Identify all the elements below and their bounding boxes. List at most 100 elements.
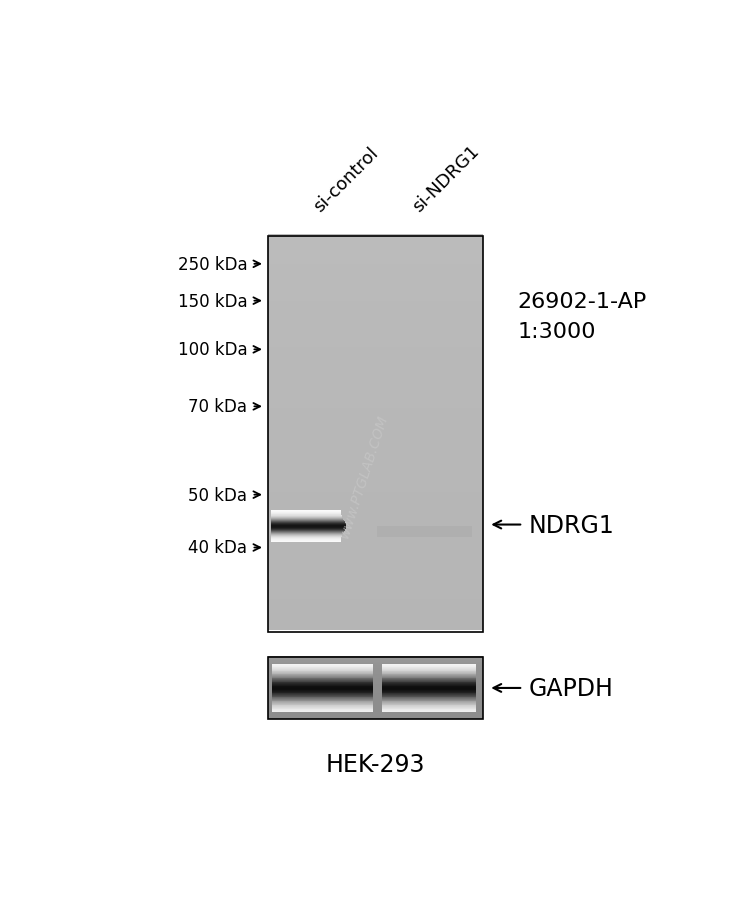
Bar bbox=[268, 347, 482, 350]
Bar bbox=[268, 367, 482, 369]
Bar bbox=[268, 383, 482, 385]
Bar bbox=[268, 419, 482, 421]
Bar bbox=[268, 589, 482, 591]
Bar bbox=[268, 289, 482, 290]
Bar bbox=[268, 395, 482, 397]
Bar bbox=[268, 445, 482, 446]
Bar bbox=[268, 355, 482, 357]
Bar bbox=[268, 591, 482, 593]
Bar bbox=[268, 474, 482, 476]
Bar bbox=[268, 486, 482, 488]
Bar bbox=[268, 300, 482, 302]
Bar bbox=[268, 466, 482, 468]
Bar bbox=[268, 456, 482, 458]
Bar bbox=[268, 385, 482, 387]
Bar bbox=[268, 498, 482, 500]
Bar bbox=[268, 559, 482, 561]
Bar bbox=[268, 490, 482, 492]
Bar bbox=[268, 324, 482, 326]
Bar bbox=[268, 294, 482, 296]
Text: 26902-1-AP
1:3000: 26902-1-AP 1:3000 bbox=[518, 292, 646, 341]
Bar bbox=[268, 536, 482, 538]
Bar bbox=[268, 428, 482, 431]
Bar bbox=[268, 393, 482, 395]
Bar bbox=[268, 583, 482, 585]
Bar bbox=[268, 241, 482, 243]
Bar bbox=[268, 575, 482, 577]
Bar bbox=[268, 488, 482, 490]
Bar bbox=[268, 438, 482, 440]
Bar bbox=[268, 603, 482, 605]
Text: si-NDRG1: si-NDRG1 bbox=[409, 143, 482, 216]
Text: www.PTGLAB.COM: www.PTGLAB.COM bbox=[337, 413, 390, 539]
Bar bbox=[268, 306, 482, 308]
Bar bbox=[268, 609, 482, 611]
Bar bbox=[268, 342, 482, 344]
Bar bbox=[268, 427, 482, 428]
Bar bbox=[268, 312, 482, 314]
Bar bbox=[268, 365, 482, 367]
Bar bbox=[268, 284, 482, 286]
Bar bbox=[268, 524, 482, 526]
Bar bbox=[268, 362, 482, 364]
Bar bbox=[268, 433, 482, 435]
Bar bbox=[268, 548, 482, 549]
Bar bbox=[268, 244, 482, 246]
Bar bbox=[268, 615, 482, 617]
Bar bbox=[268, 465, 482, 466]
Bar bbox=[268, 595, 482, 597]
Bar bbox=[268, 425, 482, 427]
Bar bbox=[268, 292, 482, 294]
Bar bbox=[268, 468, 482, 470]
Bar bbox=[268, 504, 482, 506]
Bar bbox=[268, 264, 482, 266]
Bar bbox=[268, 629, 482, 630]
Bar bbox=[268, 581, 482, 583]
Bar bbox=[268, 373, 482, 375]
Text: NDRG1: NDRG1 bbox=[529, 513, 615, 537]
Bar bbox=[268, 448, 482, 450]
Bar bbox=[268, 350, 482, 352]
Bar bbox=[268, 494, 482, 496]
Bar bbox=[268, 446, 482, 448]
Bar bbox=[268, 266, 482, 269]
Bar bbox=[268, 567, 482, 569]
Text: 70 kDa: 70 kDa bbox=[189, 398, 247, 416]
Bar bbox=[268, 375, 482, 377]
Bar bbox=[268, 379, 482, 382]
Bar bbox=[268, 336, 482, 337]
Bar bbox=[268, 407, 482, 409]
Bar bbox=[268, 236, 482, 239]
Bar bbox=[268, 605, 482, 607]
Bar bbox=[268, 413, 482, 415]
Bar bbox=[268, 453, 482, 455]
Text: 40 kDa: 40 kDa bbox=[189, 538, 247, 557]
Bar bbox=[268, 478, 482, 480]
Bar bbox=[268, 236, 482, 632]
Text: 250 kDa: 250 kDa bbox=[178, 255, 247, 273]
Bar bbox=[268, 401, 482, 403]
Bar bbox=[268, 330, 482, 332]
Bar bbox=[268, 621, 482, 622]
Bar bbox=[268, 417, 482, 419]
Text: si-control: si-control bbox=[310, 144, 382, 216]
Bar bbox=[268, 587, 482, 589]
Bar bbox=[268, 281, 482, 282]
Bar bbox=[268, 259, 482, 261]
Bar bbox=[268, 387, 482, 389]
Bar bbox=[268, 310, 482, 312]
Bar bbox=[268, 480, 482, 483]
Bar bbox=[268, 409, 482, 411]
Bar bbox=[268, 627, 482, 629]
Bar bbox=[268, 518, 482, 520]
Bar bbox=[268, 326, 482, 327]
Bar bbox=[268, 538, 482, 539]
Bar bbox=[268, 282, 482, 284]
Bar bbox=[268, 403, 482, 405]
Bar bbox=[268, 622, 482, 625]
Bar bbox=[268, 520, 482, 521]
Bar bbox=[268, 239, 482, 241]
Bar bbox=[268, 251, 482, 253]
Bar bbox=[268, 352, 482, 354]
Bar bbox=[268, 320, 482, 322]
